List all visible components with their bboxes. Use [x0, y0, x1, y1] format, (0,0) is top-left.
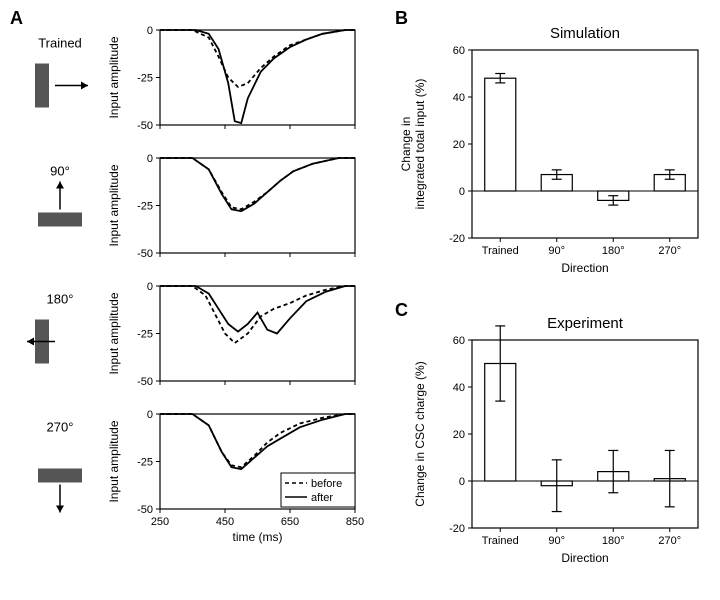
svg-text:450: 450 — [216, 516, 234, 528]
svg-text:-50: -50 — [137, 376, 153, 388]
svg-text:Direction: Direction — [561, 551, 608, 565]
svg-text:-50: -50 — [137, 248, 153, 260]
svg-text:-50: -50 — [137, 504, 153, 516]
svg-text:Trained: Trained — [482, 535, 519, 547]
svg-text:Trained: Trained — [38, 36, 82, 51]
svg-text:Trained: Trained — [482, 245, 519, 257]
svg-text:Change in: Change in — [400, 117, 413, 172]
svg-text:time (ms): time (ms) — [233, 530, 283, 544]
svg-text:-25: -25 — [137, 201, 153, 213]
svg-text:Input amplitude: Input amplitude — [107, 164, 121, 246]
panel-a: -50 -25 0 Input amplitude Trained -50 -25 0 Inpu… — [0, 20, 380, 580]
svg-text:270°: 270° — [658, 535, 681, 547]
svg-text:0: 0 — [147, 153, 153, 165]
svg-text:0: 0 — [459, 186, 465, 198]
svg-text:850: 850 — [346, 516, 364, 528]
panel-b: Simulation -20 0 20 40 60 Change inintegrated … — [400, 22, 710, 282]
svg-text:Input amplitude: Input amplitude — [107, 420, 121, 502]
panel-c: Experiment -20 0 20 40 60 Change in CSC charge… — [400, 312, 710, 572]
svg-text:650: 650 — [281, 516, 299, 528]
svg-text:270°: 270° — [47, 420, 74, 435]
svg-text:250: 250 — [151, 516, 169, 528]
svg-text:40: 40 — [453, 92, 465, 104]
svg-text:20: 20 — [453, 429, 465, 441]
svg-text:90°: 90° — [548, 245, 565, 257]
panel-b-svg: Simulation -20 0 20 40 60 Change inintegrated … — [400, 22, 710, 282]
svg-text:-25: -25 — [137, 73, 153, 85]
svg-text:180°: 180° — [602, 535, 625, 547]
svg-text:integrated total input (%): integrated total input (%) — [413, 79, 427, 210]
svg-text:after: after — [311, 492, 333, 504]
svg-text:Input amplitude: Input amplitude — [107, 36, 121, 118]
svg-text:180°: 180° — [47, 292, 74, 307]
svg-text:-25: -25 — [137, 457, 153, 469]
svg-text:-20: -20 — [449, 233, 465, 245]
svg-text:90°: 90° — [548, 535, 565, 547]
svg-text:Direction: Direction — [561, 261, 608, 275]
svg-text:0: 0 — [147, 409, 153, 421]
svg-text:20: 20 — [453, 139, 465, 151]
bar — [485, 78, 516, 191]
svg-text:270°: 270° — [658, 245, 681, 257]
svg-text:Input amplitude: Input amplitude — [107, 292, 121, 374]
svg-text:90°: 90° — [50, 164, 70, 179]
svg-text:-20: -20 — [449, 523, 465, 535]
svg-text:0: 0 — [147, 25, 153, 37]
svg-text:60: 60 — [453, 335, 465, 347]
svg-text:0: 0 — [459, 476, 465, 488]
svg-text:Change in CSC charge (%): Change in CSC charge (%) — [413, 361, 427, 506]
panel-c-svg: Experiment -20 0 20 40 60 Change in CSC charge… — [400, 312, 710, 572]
svg-text:60: 60 — [453, 45, 465, 57]
svg-text:40: 40 — [453, 382, 465, 394]
svg-text:180°: 180° — [602, 245, 625, 257]
svg-text:-25: -25 — [137, 329, 153, 341]
svg-text:before: before — [311, 478, 342, 490]
panel-a-svg: -50 -25 0 Input amplitude Trained -50 -25 0 Inpu… — [0, 20, 380, 580]
svg-text:0: 0 — [147, 281, 153, 293]
svg-text:Simulation: Simulation — [550, 25, 620, 42]
svg-text:-50: -50 — [137, 120, 153, 132]
svg-text:Experiment: Experiment — [547, 315, 624, 332]
